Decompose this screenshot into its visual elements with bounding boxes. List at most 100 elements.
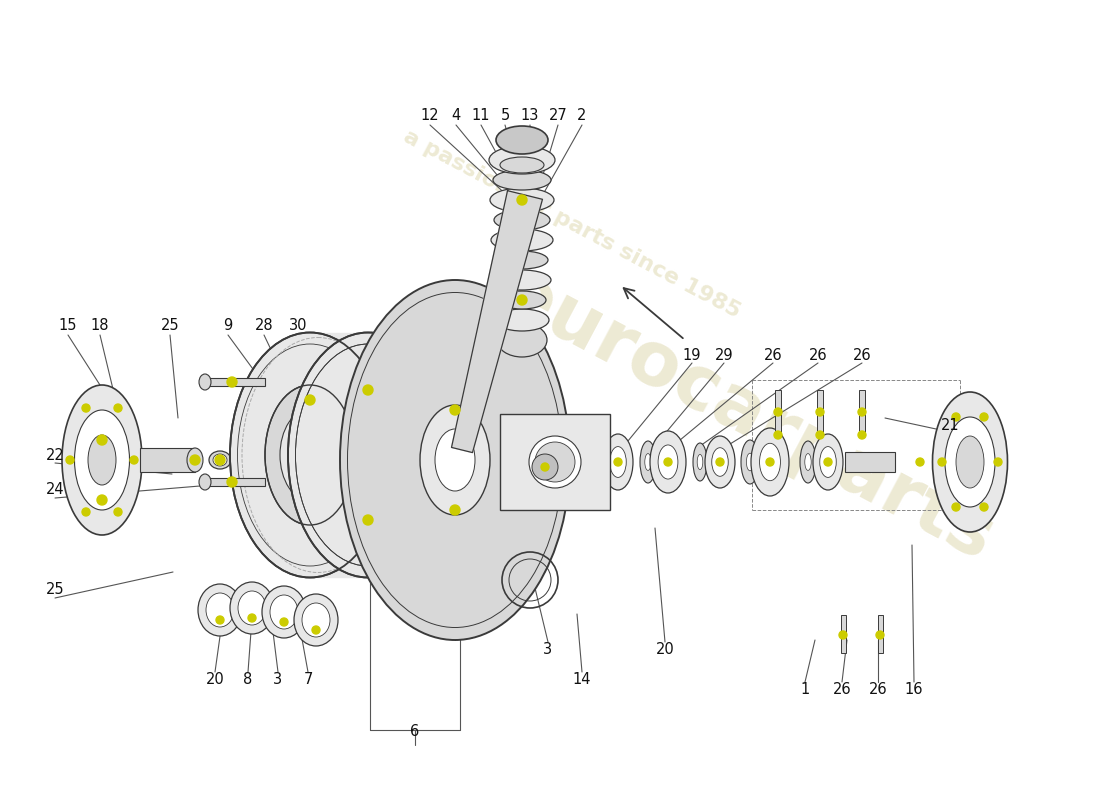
Text: eurocarparts: eurocarparts bbox=[490, 255, 1006, 577]
Ellipse shape bbox=[491, 229, 553, 251]
Text: 19: 19 bbox=[683, 347, 702, 362]
Ellipse shape bbox=[199, 474, 211, 490]
Circle shape bbox=[97, 435, 107, 445]
Ellipse shape bbox=[493, 270, 551, 290]
Text: 4: 4 bbox=[451, 107, 461, 122]
Circle shape bbox=[214, 455, 225, 465]
Ellipse shape bbox=[498, 291, 546, 309]
Ellipse shape bbox=[658, 445, 678, 479]
Ellipse shape bbox=[292, 426, 329, 484]
Ellipse shape bbox=[494, 210, 550, 230]
Ellipse shape bbox=[535, 442, 575, 482]
Circle shape bbox=[517, 195, 527, 205]
Circle shape bbox=[450, 505, 460, 515]
Ellipse shape bbox=[705, 436, 735, 488]
Circle shape bbox=[216, 616, 224, 624]
Text: 29: 29 bbox=[715, 347, 734, 362]
Circle shape bbox=[994, 458, 1002, 466]
Text: 20: 20 bbox=[656, 642, 674, 658]
Ellipse shape bbox=[693, 443, 707, 481]
Text: 13: 13 bbox=[520, 107, 539, 122]
Circle shape bbox=[952, 413, 960, 421]
Ellipse shape bbox=[490, 188, 554, 212]
Bar bbox=[842, 615, 846, 653]
Ellipse shape bbox=[490, 146, 556, 174]
Circle shape bbox=[816, 431, 824, 439]
Bar bbox=[205, 478, 265, 486]
Circle shape bbox=[114, 404, 122, 412]
Text: 8: 8 bbox=[243, 673, 253, 687]
Circle shape bbox=[938, 458, 946, 466]
Circle shape bbox=[716, 458, 724, 466]
Text: 18: 18 bbox=[90, 318, 109, 333]
Ellipse shape bbox=[640, 441, 656, 483]
Ellipse shape bbox=[213, 454, 227, 466]
Ellipse shape bbox=[933, 392, 1008, 532]
Circle shape bbox=[858, 431, 866, 439]
Text: 6: 6 bbox=[410, 725, 419, 739]
Circle shape bbox=[305, 395, 315, 405]
Text: 26: 26 bbox=[852, 347, 871, 362]
Ellipse shape bbox=[820, 446, 836, 478]
Ellipse shape bbox=[751, 428, 789, 496]
Text: 24: 24 bbox=[46, 482, 64, 498]
Ellipse shape bbox=[262, 586, 306, 638]
Circle shape bbox=[82, 404, 90, 412]
Text: 26: 26 bbox=[808, 347, 827, 362]
Text: 15: 15 bbox=[58, 318, 77, 333]
Text: 20: 20 bbox=[206, 673, 224, 687]
Ellipse shape bbox=[945, 417, 996, 507]
Ellipse shape bbox=[288, 333, 448, 578]
Circle shape bbox=[82, 508, 90, 516]
Bar bbox=[817, 390, 823, 435]
Ellipse shape bbox=[747, 453, 754, 470]
Circle shape bbox=[363, 515, 373, 525]
Text: 3: 3 bbox=[543, 642, 552, 658]
Ellipse shape bbox=[187, 448, 204, 472]
Text: 12: 12 bbox=[420, 107, 439, 122]
Ellipse shape bbox=[209, 451, 231, 469]
Text: 14: 14 bbox=[573, 673, 592, 687]
Ellipse shape bbox=[495, 309, 549, 331]
Circle shape bbox=[774, 431, 782, 439]
Text: 25: 25 bbox=[46, 582, 64, 598]
Ellipse shape bbox=[650, 431, 686, 493]
Text: a passion for parts since 1985: a passion for parts since 1985 bbox=[400, 126, 744, 322]
Circle shape bbox=[97, 495, 107, 505]
Ellipse shape bbox=[88, 435, 116, 485]
Text: 1: 1 bbox=[801, 682, 810, 698]
Circle shape bbox=[114, 508, 122, 516]
Ellipse shape bbox=[609, 446, 626, 478]
Circle shape bbox=[363, 385, 373, 395]
Circle shape bbox=[664, 458, 672, 466]
Ellipse shape bbox=[529, 436, 581, 488]
Text: 21: 21 bbox=[940, 418, 959, 433]
Ellipse shape bbox=[340, 280, 570, 640]
Circle shape bbox=[130, 456, 138, 464]
Polygon shape bbox=[451, 190, 542, 453]
Circle shape bbox=[839, 631, 847, 639]
Text: 28: 28 bbox=[255, 318, 273, 333]
Ellipse shape bbox=[75, 410, 130, 510]
Circle shape bbox=[614, 458, 622, 466]
Circle shape bbox=[248, 614, 256, 622]
Ellipse shape bbox=[712, 448, 728, 476]
Circle shape bbox=[766, 458, 774, 466]
Text: 9: 9 bbox=[223, 318, 232, 333]
Ellipse shape bbox=[280, 409, 340, 501]
Ellipse shape bbox=[198, 584, 242, 636]
Ellipse shape bbox=[496, 126, 548, 154]
Circle shape bbox=[227, 377, 236, 387]
Ellipse shape bbox=[270, 595, 298, 629]
Circle shape bbox=[227, 477, 236, 487]
Bar bbox=[232, 452, 248, 468]
Ellipse shape bbox=[805, 454, 811, 470]
Text: 11: 11 bbox=[472, 107, 491, 122]
Text: 16: 16 bbox=[904, 682, 923, 698]
Circle shape bbox=[980, 503, 988, 511]
Circle shape bbox=[916, 458, 924, 466]
Ellipse shape bbox=[265, 385, 355, 525]
Text: 25: 25 bbox=[161, 318, 179, 333]
Ellipse shape bbox=[813, 434, 843, 490]
Circle shape bbox=[541, 463, 549, 471]
